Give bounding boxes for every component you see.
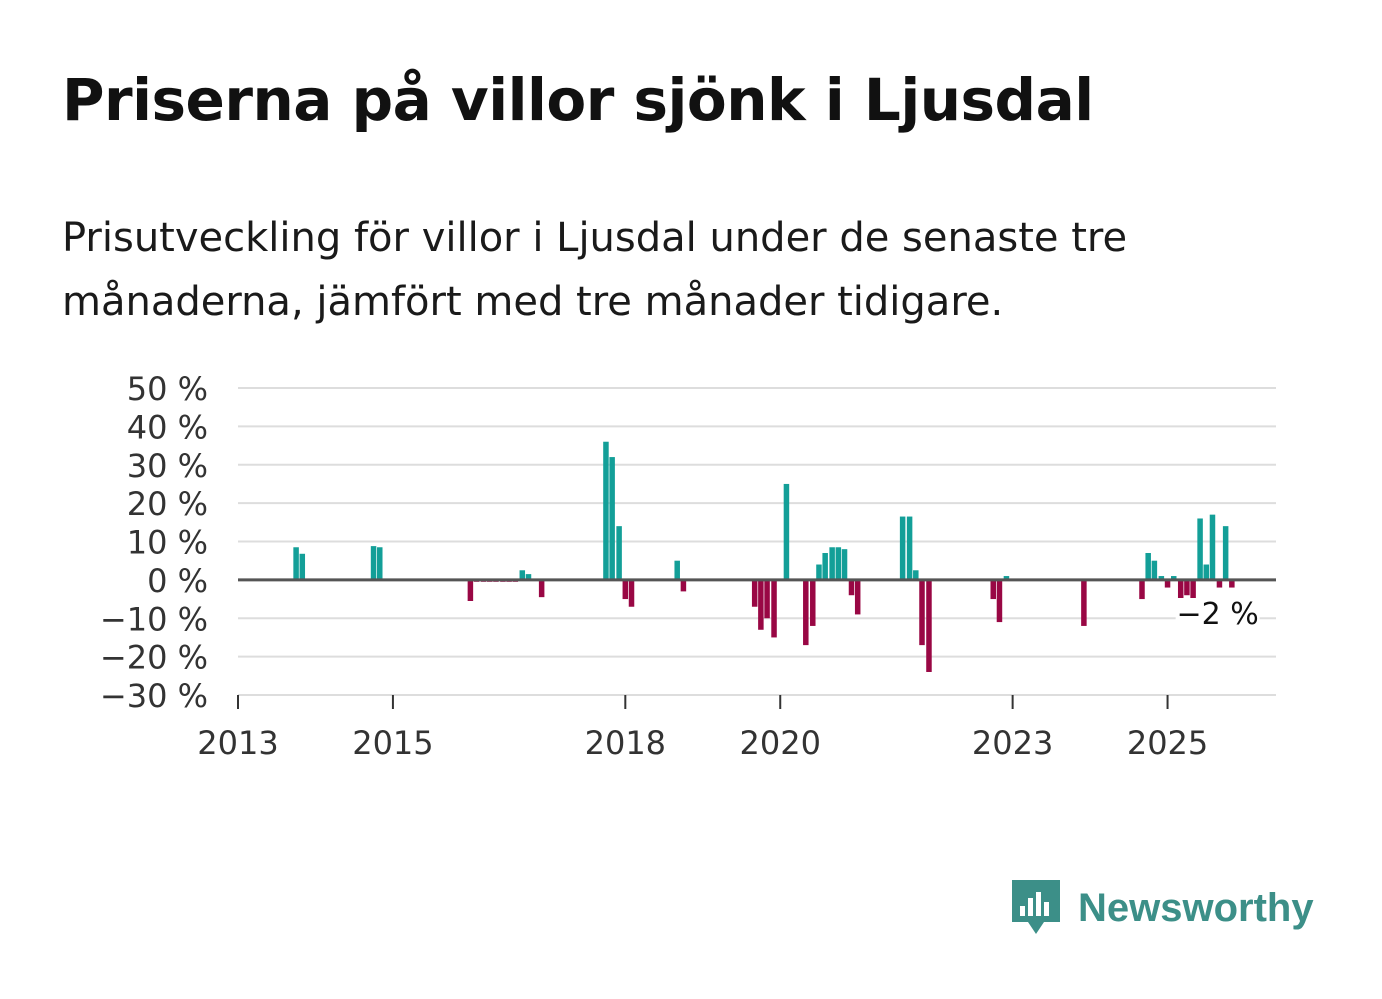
bar-24 — [764, 579, 770, 619]
bar-53 — [1190, 579, 1196, 600]
chart-bars — [293, 441, 1235, 672]
bar-57 — [1216, 579, 1223, 588]
bar-42 — [996, 579, 1003, 623]
x-tick-label: 2023 — [972, 724, 1053, 762]
y-tick-label: 20 % — [127, 485, 208, 523]
chart-axes — [237, 578, 1276, 709]
bar-41 — [990, 579, 997, 600]
annotation-background — [1175, 598, 1260, 632]
bar-37 — [906, 516, 913, 580]
bar-20 — [674, 560, 680, 580]
bar-12 — [519, 570, 526, 580]
bar-59 — [1229, 579, 1235, 588]
bar-29 — [816, 564, 822, 580]
bar-39 — [919, 579, 925, 646]
bar-4 — [467, 579, 474, 601]
newsworthy-logo-icon — [1012, 880, 1060, 934]
bar-28 — [810, 579, 816, 626]
bar-27 — [803, 579, 809, 646]
bar-34 — [848, 579, 855, 596]
bar-51 — [1177, 579, 1184, 600]
bar-43 — [1003, 576, 1010, 580]
bar-31 — [829, 547, 835, 580]
bar-38 — [913, 570, 919, 580]
bar-54 — [1197, 518, 1203, 580]
bar-16 — [609, 457, 615, 580]
bar-13 — [525, 574, 532, 580]
bar-52 — [1184, 579, 1190, 596]
bar-48 — [1158, 576, 1165, 580]
y-tick-label: −30 % — [100, 677, 208, 715]
x-tick-label: 2025 — [1127, 724, 1208, 762]
bar-15 — [603, 441, 609, 580]
bar-32 — [835, 547, 842, 580]
bar-58 — [1222, 526, 1229, 580]
bar-17 — [616, 526, 622, 580]
y-axis-labels: 50 %40 %30 %20 %10 %0 %−10 %−20 %−30 % — [100, 370, 208, 715]
bar-18 — [622, 579, 629, 600]
bar-1 — [299, 553, 306, 580]
y-tick-label: −20 % — [100, 639, 208, 677]
bar-26 — [783, 483, 790, 580]
y-tick-label: 10 % — [127, 524, 208, 562]
chart-annotations: −2 % — [1175, 597, 1260, 632]
bar-49 — [1164, 579, 1171, 588]
page-title: Priserna på villor sjönk i Ljusdal — [62, 66, 1094, 134]
bar-0 — [293, 547, 299, 580]
page-subtitle: Prisutveckling för villor i Ljusdal unde… — [62, 215, 1128, 325]
brand-name: Newsworthy — [1078, 885, 1314, 930]
y-tick-label: 0 % — [147, 562, 208, 600]
bar-40 — [926, 579, 932, 672]
x-tick-label: 2015 — [352, 724, 433, 762]
x-tick-label: 2018 — [585, 724, 666, 762]
bar-21 — [680, 579, 687, 592]
bar-2 — [370, 546, 377, 580]
bar-45 — [1139, 579, 1145, 600]
bar-44 — [1081, 579, 1087, 626]
bar-56 — [1209, 514, 1216, 580]
bar-3 — [377, 547, 383, 580]
brand-logo[interactable]: Newsworthy — [1010, 876, 1314, 940]
y-tick-label: 30 % — [127, 447, 208, 485]
y-tick-label: 50 % — [127, 370, 208, 408]
bar-19 — [628, 579, 635, 607]
y-tick-label: 40 % — [127, 408, 208, 446]
bar-46 — [1145, 553, 1151, 580]
bar-14 — [538, 579, 545, 598]
x-tick-label: 2020 — [740, 724, 821, 762]
bar-55 — [1203, 564, 1210, 580]
bar-36 — [899, 516, 906, 580]
bar-33 — [841, 549, 848, 580]
bar-50 — [1171, 576, 1177, 580]
y-tick-label: −10 % — [100, 600, 208, 638]
bar-47 — [1151, 560, 1158, 580]
latest-value-label: −2 % — [1177, 597, 1259, 632]
bar-30 — [822, 553, 828, 580]
chart-grid — [238, 387, 1276, 696]
bar-22 — [751, 579, 758, 607]
x-axis-labels: 2013 2015 2018 2020 2023 2025 — [197, 724, 1208, 762]
bar-23 — [758, 579, 764, 630]
bar-35 — [854, 579, 861, 615]
x-tick-label: 2013 — [197, 724, 278, 762]
bar-25 — [771, 579, 777, 638]
